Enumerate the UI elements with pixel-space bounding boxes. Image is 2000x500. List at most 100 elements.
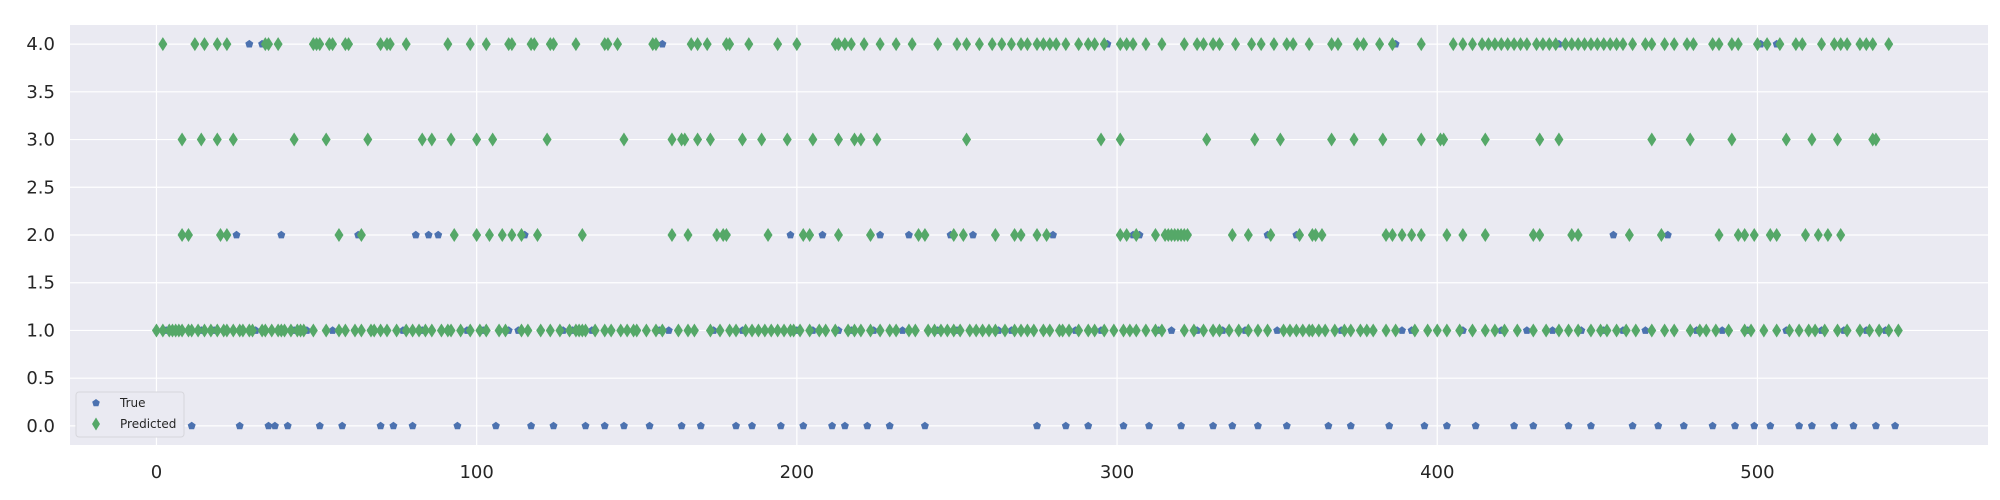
series-predicted-markers xyxy=(151,37,1903,338)
predicted-point xyxy=(603,37,613,52)
predicted-point xyxy=(475,323,485,338)
predicted-point xyxy=(1387,37,1397,52)
predicted-point xyxy=(741,323,751,338)
predicted-point xyxy=(1202,132,1212,147)
predicted-point xyxy=(712,228,722,242)
predicted-point xyxy=(1099,323,1109,338)
x-tick-label: 400 xyxy=(1420,462,1454,483)
predicted-point xyxy=(516,228,526,242)
predicted-point xyxy=(350,323,360,338)
predicted-point xyxy=(1628,37,1638,52)
predicted-point xyxy=(1407,228,1417,242)
predicted-point xyxy=(1141,37,1151,52)
true-point xyxy=(898,326,907,334)
predicted-point xyxy=(199,323,209,338)
predicted-point xyxy=(689,323,699,338)
true-point xyxy=(677,421,686,430)
predicted-point xyxy=(1298,323,1308,338)
predicted-point xyxy=(757,132,767,147)
predicted-point xyxy=(1131,323,1141,338)
true-point xyxy=(235,421,244,430)
true-point xyxy=(245,39,254,48)
legend: True Predicted xyxy=(75,391,185,438)
predicted-point xyxy=(1733,228,1743,242)
predicted-point xyxy=(1554,132,1564,147)
predicted-point xyxy=(401,323,411,338)
predicted-point xyxy=(465,323,475,338)
true-point xyxy=(1679,421,1688,430)
predicted-point xyxy=(344,37,354,52)
predicted-point xyxy=(1868,37,1878,52)
predicted-point xyxy=(949,228,959,242)
true-point xyxy=(732,421,740,430)
predicted-point xyxy=(949,323,959,338)
predicted-point xyxy=(1816,37,1826,52)
true-point xyxy=(1049,230,1057,239)
y-tick-label: 0.0 xyxy=(26,416,55,437)
predicted-point xyxy=(1304,37,1314,52)
predicted-point xyxy=(212,132,222,147)
predicted-point xyxy=(507,37,517,52)
predicted-point xyxy=(1656,228,1666,242)
predicted-point xyxy=(1503,37,1513,52)
predicted-point xyxy=(693,132,703,147)
predicted-point xyxy=(1775,37,1785,52)
predicted-point xyxy=(1490,37,1500,52)
legend-true-label: True xyxy=(119,396,146,410)
x-tick-label: 0 xyxy=(151,462,162,483)
predicted-point xyxy=(1355,323,1365,338)
predicted-point xyxy=(885,323,895,338)
predicted-point xyxy=(1141,323,1151,338)
predicted-point xyxy=(651,37,661,52)
predicted-point xyxy=(481,37,491,52)
predicted-point xyxy=(449,228,459,242)
predicted-point xyxy=(1010,228,1020,242)
predicted-point xyxy=(830,323,840,338)
predicted-point xyxy=(1836,228,1846,242)
predicted-point xyxy=(805,228,815,242)
predicted-point xyxy=(529,37,539,52)
x-tick-label: 100 xyxy=(459,462,493,483)
predicted-point xyxy=(833,132,843,147)
predicted-point xyxy=(1179,323,1189,338)
predicted-point xyxy=(849,323,859,338)
predicted-point xyxy=(264,37,274,52)
legend-predicted-marker xyxy=(92,417,100,431)
predicted-point xyxy=(1586,37,1596,52)
predicted-point xyxy=(382,323,392,338)
true-point xyxy=(1209,421,1218,430)
predicted-point xyxy=(1118,323,1128,338)
legend-true-marker xyxy=(92,399,100,407)
true-point xyxy=(776,421,785,430)
true-point xyxy=(1177,421,1186,430)
predicted-point xyxy=(683,323,693,338)
predicted-point xyxy=(1820,323,1830,338)
predicted-point xyxy=(1580,37,1590,52)
predicted-point xyxy=(747,323,757,338)
true-point xyxy=(1548,326,1557,334)
predicted-point xyxy=(199,37,209,52)
predicted-point xyxy=(334,323,344,338)
predicted-point xyxy=(987,37,997,52)
true-point xyxy=(1398,326,1406,334)
predicted-point xyxy=(1387,228,1397,242)
predicted-point xyxy=(1016,323,1026,338)
predicted-point xyxy=(1567,228,1577,242)
true-point xyxy=(600,421,609,430)
true-point xyxy=(1718,326,1727,334)
predicted-point xyxy=(1000,323,1010,338)
predicted-point xyxy=(260,323,270,338)
true-point xyxy=(645,421,654,430)
predicted-point xyxy=(1125,323,1135,338)
predicted-point xyxy=(1442,323,1452,338)
true-point xyxy=(1871,421,1880,430)
predicted-point xyxy=(1115,37,1125,52)
true-point xyxy=(527,421,536,430)
predicted-point xyxy=(1423,323,1433,338)
predicted-point xyxy=(1477,37,1487,52)
predicted-point xyxy=(856,132,866,147)
predicted-point xyxy=(814,323,824,338)
predicted-point xyxy=(1269,37,1279,52)
predicted-point xyxy=(1378,132,1388,147)
true-point xyxy=(581,421,590,430)
